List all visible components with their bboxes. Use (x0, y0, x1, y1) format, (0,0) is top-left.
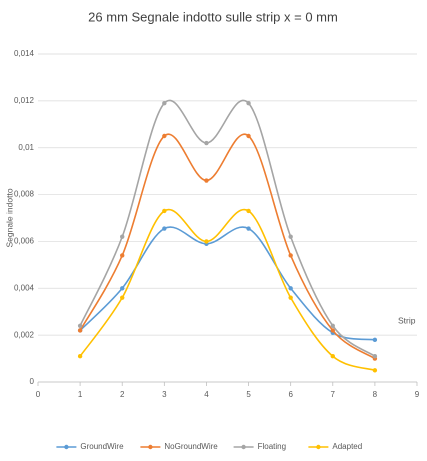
x-tick-label: 1 (78, 390, 83, 399)
point (120, 295, 125, 300)
point (77, 354, 83, 359)
point (162, 133, 167, 139)
x-tick-label: 3 (162, 390, 167, 399)
point (120, 253, 125, 258)
point (204, 178, 209, 183)
point (288, 253, 293, 258)
point (77, 323, 83, 328)
series-line (79, 133, 376, 360)
legend-label: NoGroundWire (164, 442, 218, 451)
y-tick-label: 0,01 (18, 143, 34, 152)
series-line (79, 226, 376, 341)
point (204, 239, 209, 244)
point (246, 133, 251, 139)
y-tick-label: 0,008 (14, 190, 35, 199)
point (288, 234, 293, 239)
point (120, 286, 125, 291)
point (372, 337, 378, 343)
x-axis-title: Strip (398, 315, 416, 325)
point (372, 368, 378, 373)
point (246, 208, 251, 214)
y-tick-label: 0,006 (14, 237, 35, 246)
point (330, 354, 335, 359)
legend-label: Adapted (332, 442, 362, 451)
point (162, 226, 167, 231)
legend-marker (148, 444, 153, 450)
chart-title: 26 mm Segnale indotto sulle strip x = 0 … (88, 9, 338, 24)
point (204, 140, 209, 146)
point (246, 226, 251, 231)
point (77, 328, 83, 333)
point (120, 234, 125, 239)
y-tick-label: 0,004 (14, 283, 35, 292)
legend-marker (241, 444, 246, 450)
legend-marker (316, 444, 321, 450)
point (330, 323, 335, 328)
x-tick-label: 7 (331, 390, 336, 399)
y-axis-title: Segnale indotto (4, 188, 14, 247)
point (330, 328, 335, 333)
point (246, 101, 251, 106)
x-tick-label: 9 (415, 390, 420, 399)
x-tick-label: 5 (246, 390, 251, 399)
point (372, 354, 378, 359)
y-tick-label: 0,012 (14, 96, 35, 105)
point (288, 286, 293, 291)
series-line (79, 208, 376, 372)
series-line (79, 99, 376, 357)
legend-label: Floating (258, 442, 286, 451)
x-tick-label: 2 (120, 390, 125, 399)
y-tick-label: 0,014 (14, 49, 35, 58)
x-tick-label: 8 (373, 390, 378, 399)
legend-marker (64, 444, 69, 450)
point (162, 208, 167, 214)
y-tick-label: 0 (30, 377, 35, 386)
x-tick-label: 0 (36, 390, 41, 399)
point (162, 101, 167, 106)
x-tick-label: 4 (204, 390, 209, 399)
legend-label: GroundWire (80, 442, 124, 451)
y-tick-label: 0,002 (14, 330, 35, 339)
x-tick-label: 6 (288, 390, 293, 399)
point (288, 295, 293, 300)
